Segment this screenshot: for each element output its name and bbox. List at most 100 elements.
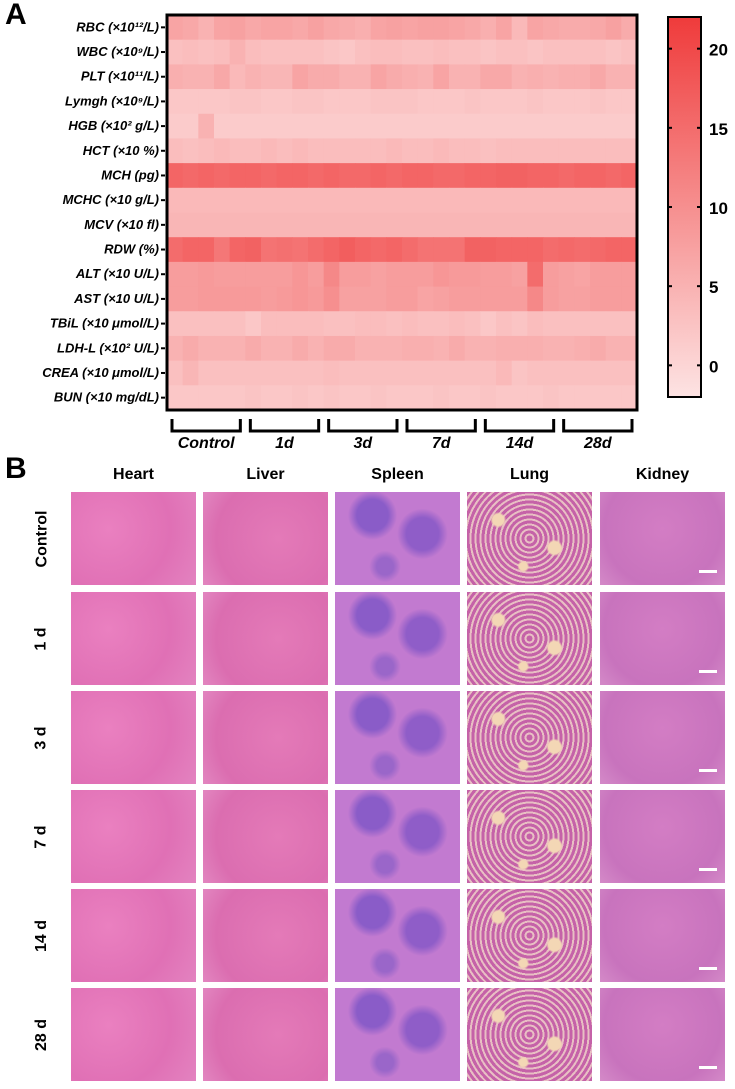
heatmap-cell [449, 113, 466, 139]
heatmap-cell [496, 311, 513, 337]
row-header: 3 d [22, 691, 62, 784]
heatmap-cell [433, 187, 450, 213]
heatmap-cell [621, 138, 638, 164]
heatmap-cell [214, 163, 231, 189]
row-label: TBiL (×10 μmol/L) [50, 316, 159, 331]
heatmap-cell [370, 15, 387, 41]
row-label: Lymgh (×10⁹/L) [65, 93, 159, 108]
heatmap-cell [511, 261, 528, 288]
row-header-label: 1 d [33, 626, 50, 651]
heatmap-cell [621, 237, 638, 263]
heatmap-cell [245, 311, 262, 337]
heatmap-cell [182, 138, 199, 164]
heatmap-cell [339, 89, 356, 115]
row-header-label: 7 d [33, 824, 50, 849]
heatmap-cell [480, 335, 497, 362]
heatmap-cell [496, 261, 513, 288]
heatmap-cell [496, 187, 513, 213]
heatmap-cell [527, 89, 544, 115]
row-label: HGB (×10² g/L) [68, 118, 159, 133]
heatmap-cell [527, 138, 544, 164]
heatmap-cell [402, 360, 419, 386]
heatmap-cell [417, 163, 434, 189]
heatmap-cell [355, 385, 372, 411]
heatmap-cell [339, 360, 356, 386]
heatmap-cell [543, 39, 560, 65]
heatmap-cell [511, 163, 528, 189]
heatmap-cell [323, 212, 340, 238]
heatmap-cell [590, 286, 607, 312]
heatmap-cell [543, 212, 560, 238]
heatmap-cell [386, 237, 403, 263]
heatmap-cell [480, 360, 497, 386]
heatmap-cell [527, 39, 544, 65]
heatmap-cell [558, 138, 575, 164]
heatmap-cell [182, 360, 199, 386]
heatmap-cell [292, 385, 309, 411]
heatmap-cell [464, 360, 481, 386]
group-bracket [248, 419, 321, 433]
heatmap-cell [323, 39, 340, 65]
heatmap-cell [339, 15, 356, 41]
heatmap-cell [402, 311, 419, 337]
heatmap-cell [433, 261, 450, 288]
heatmap-cell [496, 385, 513, 411]
heatmap-cell [590, 212, 607, 238]
heatmap-cell [182, 15, 199, 41]
heatmap-cell [511, 138, 528, 164]
heatmap-cell [511, 39, 528, 65]
heatmap-cell [449, 163, 466, 189]
heatmap-cell [198, 237, 215, 263]
heatmap-cell [464, 237, 481, 263]
heatmap-cell [323, 237, 340, 263]
heatmap-cell [449, 237, 466, 263]
heatmap-cell [276, 113, 293, 139]
histology-image-lung [467, 790, 592, 883]
heatmap-cell [229, 212, 246, 238]
heatmap-cell [276, 385, 293, 411]
heatmap-cell [417, 113, 434, 139]
heatmap-cell [590, 64, 607, 90]
heatmap-cell [198, 360, 215, 386]
heatmap-cell [261, 212, 278, 238]
heatmap-cell [292, 187, 309, 213]
heatmap-cell [480, 212, 497, 238]
heatmap-cell [496, 64, 513, 90]
heatmap-cell [261, 187, 278, 213]
heatmap-cell [480, 286, 497, 312]
heatmap-cell [590, 311, 607, 337]
heatmap-cell [605, 360, 622, 386]
heatmap-cell [496, 163, 513, 189]
heatmap-cell [605, 212, 622, 238]
heatmap-cell [339, 261, 356, 288]
heatmap-cell [323, 89, 340, 115]
heatmap-cell [261, 335, 278, 362]
heatmap-cell [339, 212, 356, 238]
histology-image-liver [203, 592, 328, 685]
heatmap-cell [276, 15, 293, 41]
heatmap-cell [308, 187, 325, 213]
group-bracket [327, 419, 399, 433]
heatmap-cell [339, 286, 356, 312]
heatmap-cell [527, 163, 544, 189]
heatmap-cell [308, 311, 325, 337]
row-header-label: 14 d [32, 919, 50, 952]
heatmap-cell [574, 113, 591, 139]
heatmap-cell [229, 286, 246, 312]
histology-image-spleen [335, 889, 460, 982]
heatmap-cell [276, 39, 293, 65]
heatmap-cell [621, 187, 638, 213]
histology-image-kidney [600, 889, 725, 982]
scale-bar [699, 967, 717, 970]
heatmap-cell [276, 138, 293, 164]
heatmap-cell [355, 212, 372, 238]
histology-image-spleen [335, 790, 460, 883]
heatmap-cell [558, 187, 575, 213]
heatmap-cell [308, 212, 325, 238]
heatmap-cell [527, 360, 544, 386]
heatmap-cell [590, 113, 607, 139]
heatmap-cell [480, 163, 497, 189]
heatmap-cell [323, 15, 340, 41]
heatmap-cell [480, 187, 497, 213]
heatmap-cell [574, 39, 591, 65]
